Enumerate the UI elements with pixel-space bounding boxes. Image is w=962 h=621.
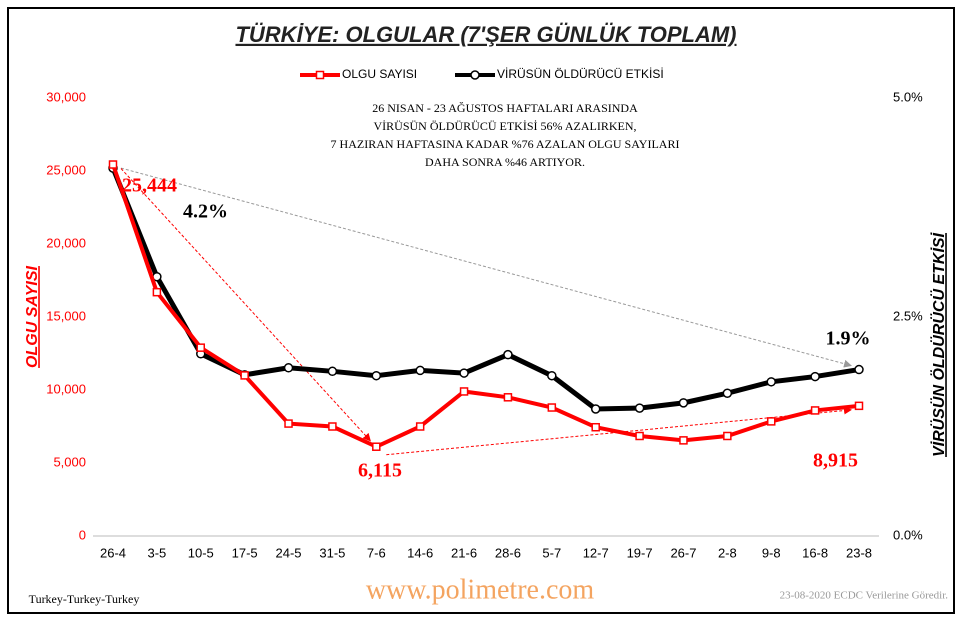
point: [547, 403, 557, 412]
point: [810, 371, 820, 382]
note-line: VİRÜSÜN ÖLDÜRÜCÜ ETKİSİ 56% AZALIRKEN,: [374, 119, 637, 133]
x-tick-label: 9-8: [762, 545, 781, 560]
chart-title: TÜRKİYE: OLGULAR (7'ŞER GÜNLÜK TOPLAM): [235, 22, 736, 47]
x-tick-label: 12-7: [583, 545, 609, 560]
series-line: [111, 163, 860, 449]
legend-marker: [470, 70, 480, 80]
point: [503, 349, 513, 360]
x-tick-label: 14-6: [407, 545, 433, 560]
y-tick-label: 25,000: [46, 162, 86, 177]
legend-label: OLGU SAYISI: [342, 67, 417, 81]
point: [371, 370, 382, 381]
legend-marker: [315, 70, 325, 80]
point: [547, 370, 557, 381]
x-tick-label: 26-7: [670, 545, 696, 560]
x-tick-label: 28-6: [495, 545, 521, 560]
note-line: DAHA SONRA %46 ARTIYOR.: [425, 155, 585, 169]
trend-arrow: [120, 168, 371, 442]
footer-right: 23-08-2020 ECDC Verilerine Göredir.: [780, 590, 949, 602]
x-tick-label: 26-4: [100, 545, 126, 560]
point: [634, 403, 645, 413]
x-tick-label: 17-5: [232, 545, 258, 560]
x-tick-label: 24-5: [276, 545, 302, 560]
y-tick-label: 5,000: [53, 454, 86, 469]
point: [678, 398, 689, 408]
point: [372, 442, 381, 451]
point: [679, 436, 688, 445]
point: [723, 431, 732, 441]
trend-arrow: [120, 167, 852, 368]
point: [283, 363, 294, 373]
point: [108, 160, 118, 169]
x-tick-label: 2-8: [718, 545, 737, 560]
point: [459, 368, 469, 378]
x-tick-label: 19-7: [627, 545, 653, 560]
point: [415, 422, 425, 431]
point: [459, 387, 469, 396]
y-tick-label: 20,000: [46, 235, 86, 250]
x-tick-label: 7-6: [367, 545, 386, 560]
footer-center: www.polimetre.com: [366, 574, 595, 605]
point: [590, 404, 601, 414]
point: [810, 406, 820, 415]
point: [635, 431, 644, 441]
point: [766, 377, 776, 387]
data-label: 8,915: [813, 450, 858, 472]
frame: [7, 7, 955, 614]
data-label: 6,115: [358, 460, 402, 482]
x-tick-label: 3-5: [147, 545, 166, 560]
y-tick-label: 30,000: [46, 89, 86, 104]
y2-axis-label: VİRÜSÜN ÖLDÜRÜCÜ ETKİSİ: [929, 231, 948, 457]
point: [284, 419, 293, 428]
y2-tick-label: 2.5%: [893, 308, 923, 323]
point: [327, 366, 338, 377]
y-tick-label: 0: [79, 527, 86, 542]
point: [415, 365, 425, 376]
y-tick-label: 10,000: [46, 381, 86, 396]
y2-tick-label: 5.0%: [893, 89, 923, 104]
x-tick-label: 23-8: [846, 545, 872, 560]
y2-tick-label: 0.0%: [893, 527, 923, 542]
y-tick-label: 15,000: [46, 308, 86, 323]
point: [766, 417, 776, 426]
note-line: 7 HAZIRAN HAFTASINA KADAR %76 AZALAN OLG…: [331, 137, 680, 151]
point: [152, 287, 162, 297]
x-tick-label: 10-5: [188, 545, 214, 560]
point: [503, 393, 513, 402]
point: [854, 364, 864, 375]
data-label: 1.9%: [826, 328, 871, 350]
trend-arrow: [386, 406, 852, 456]
legend-label: VİRÜSÜN ÖLDÜRÜCÜ ETKİSİ: [497, 67, 664, 81]
point: [854, 401, 864, 411]
point: [328, 422, 337, 431]
data-label: 25,444: [122, 175, 177, 197]
x-tick-label: 5-7: [542, 545, 561, 560]
x-tick-label: 16-8: [802, 545, 828, 560]
y-axis-label: OLGU SAYISI: [24, 265, 41, 367]
note-line: 26 NISAN - 23 AĞUSTOS HAFTALARI ARASINDA: [372, 101, 638, 115]
x-tick-label: 21-6: [451, 545, 477, 560]
data-label: 4.2%: [183, 201, 228, 223]
footer-left: Turkey-Turkey-Turkey: [29, 592, 140, 606]
x-tick-label: 31-5: [319, 545, 345, 560]
point: [240, 371, 249, 380]
point: [591, 422, 600, 432]
point: [722, 388, 733, 398]
point: [196, 343, 206, 352]
